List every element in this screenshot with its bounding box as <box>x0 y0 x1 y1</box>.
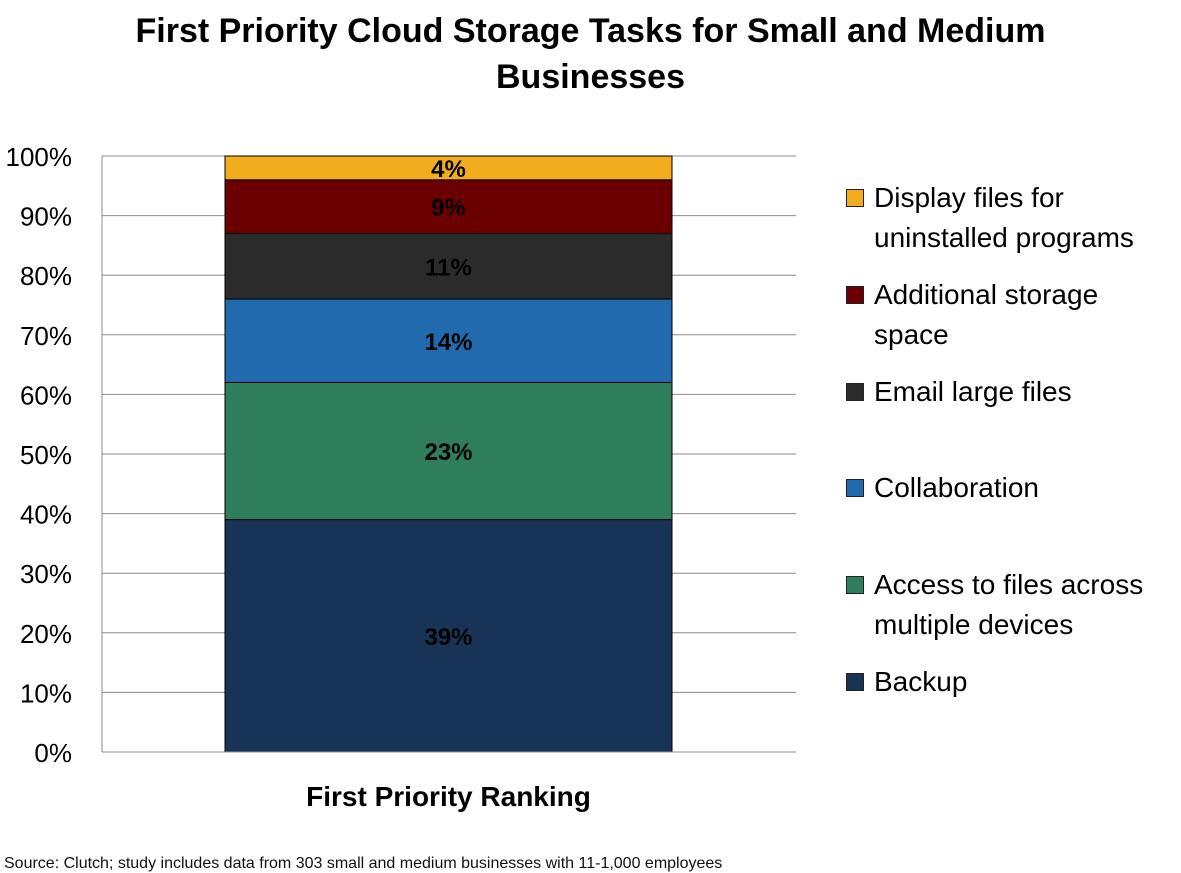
y-tick-label: 70% <box>20 321 72 351</box>
data-label: 39% <box>424 624 472 651</box>
data-label: 11% <box>425 254 472 281</box>
legend-label: Collaboration <box>874 472 1039 503</box>
y-tick-label: 100% <box>6 142 73 172</box>
legend-label: Display files for uninstalled programs <box>874 182 1134 253</box>
y-tick-label: 80% <box>20 261 72 291</box>
legend-swatch <box>846 383 864 401</box>
chart-title-line-2: Businesses <box>496 58 685 96</box>
x-tick-label: First Priority Ranking <box>306 781 591 812</box>
bar-segment <box>224 381 673 521</box>
bar-segment <box>224 519 673 753</box>
legend-label: Additional storage space <box>874 279 1099 350</box>
bar-segment <box>224 232 673 300</box>
chart-title: First Priority Cloud Storage Tasks for S… <box>0 8 1181 100</box>
legend-label: Access to files across multiple devices <box>874 569 1144 640</box>
legend-swatch <box>846 576 864 594</box>
legend-swatch <box>846 673 864 691</box>
y-tick-label: 40% <box>20 500 72 530</box>
bar-segment <box>224 179 673 234</box>
y-tick-label: 90% <box>20 202 72 232</box>
data-label: 23% <box>424 439 472 466</box>
y-tick-label: 10% <box>20 678 72 708</box>
y-tick-label: 0% <box>34 738 72 768</box>
y-tick-label: 30% <box>20 559 72 589</box>
data-label: 14% <box>424 329 472 356</box>
data-label: 9% <box>431 195 466 222</box>
y-tick-label: 20% <box>20 619 72 649</box>
bar-segment <box>224 155 673 181</box>
bar-segments <box>224 155 673 753</box>
legend-swatch <box>846 479 864 497</box>
data-labels: 39% 23% 14% 11% 9% 4% <box>424 156 472 651</box>
y-tick-label: 60% <box>20 380 72 410</box>
legend-label: Email large files <box>874 376 1072 407</box>
source-note: Source: Clutch; study includes data from… <box>4 855 723 872</box>
legend-swatch <box>846 189 864 207</box>
legend-label: Backup <box>874 666 968 697</box>
chart-title-line-1: First Priority Cloud Storage Tasks for S… <box>135 12 1046 50</box>
y-tick-label: 50% <box>20 440 72 470</box>
data-label: 4% <box>431 156 466 183</box>
x-axis: First Priority Ranking <box>102 751 796 812</box>
y-axis: 0% 10% 20% 30% 40% 50% 60% 70% 80% 90% 100% <box>6 142 103 768</box>
legend-swatch <box>846 286 864 304</box>
